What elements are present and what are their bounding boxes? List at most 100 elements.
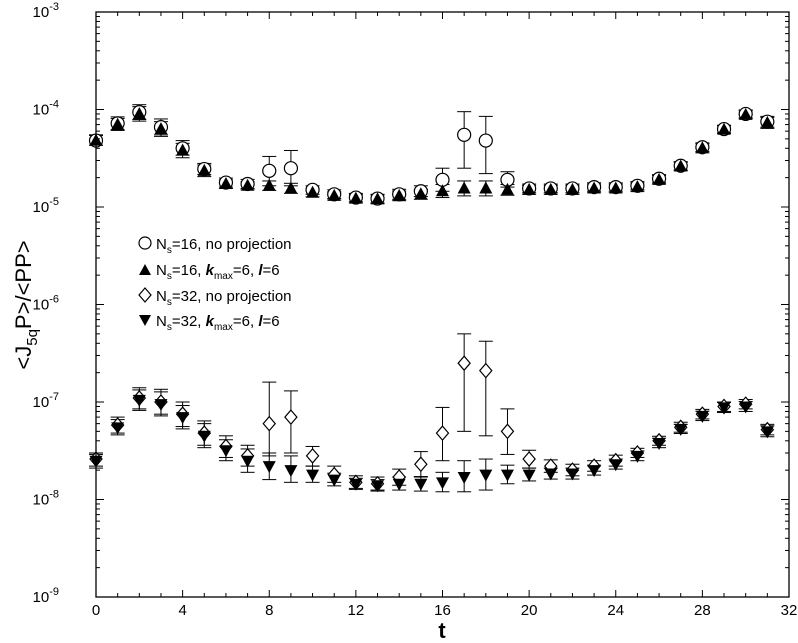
data-point-triangle-up <box>176 143 190 156</box>
data-point-triangle-up <box>500 182 514 195</box>
data-point-triangle-up <box>392 188 406 201</box>
data-point-triangle-down <box>241 455 255 468</box>
legend-entry-ns32-kmax6-l6: Ns=32, kmax=6, l=6 <box>139 313 280 333</box>
data-point-triangle-up <box>284 181 298 194</box>
data-point-triangle-down <box>717 402 731 415</box>
data-point-triangle-down <box>306 469 320 482</box>
legend-label: Ns=32, kmax=6, l=6 <box>156 313 280 333</box>
y-tick-label: 10-5 <box>33 196 59 216</box>
data-point-triangle-down <box>176 412 190 425</box>
y-tick-label: 10-4 <box>33 99 59 119</box>
x-tick-label: 24 <box>607 602 624 619</box>
data-point-triangle-down <box>695 410 709 423</box>
data-point-triangle-down <box>219 445 233 458</box>
data-point-triangle-down <box>630 450 644 463</box>
data-point-triangle-up <box>241 178 255 191</box>
data-point-triangle-up <box>197 163 211 176</box>
data-point-triangle-up <box>132 106 146 119</box>
data-point-triangle-down <box>522 469 536 482</box>
data-point-triangle-down <box>111 422 125 435</box>
data-point-triangle-up <box>674 159 688 172</box>
data-point-diamond <box>284 409 298 426</box>
data-point-triangle-down <box>609 459 623 472</box>
data-point-triangle-up <box>695 141 709 154</box>
x-tick-label: 32 <box>781 602 798 619</box>
data-point-triangle-down <box>457 472 471 485</box>
data-point-triangle-down <box>436 477 449 490</box>
tick-labels: 0 4 8 12 16 20 24 28 32 10-9 10-8 10-7 10-6 10-5 10-4 1… <box>33 1 798 619</box>
y-tick-label: 10-7 <box>33 391 59 411</box>
data-point-triangle-up <box>760 115 774 128</box>
data-point-triangle-down <box>652 437 666 450</box>
x-tick-label: 28 <box>694 602 711 619</box>
data-point-circle <box>262 163 277 178</box>
legend-marker-circle <box>138 236 152 250</box>
data-point-triangle-up <box>587 181 601 194</box>
y-tick-label: 10-8 <box>33 489 59 509</box>
data-point-triangle-up <box>522 182 536 195</box>
data-point-triangle-up <box>414 187 428 200</box>
data-point-triangle-down <box>197 430 211 443</box>
data-point-triangle-down <box>500 469 514 482</box>
data-point-circle <box>478 133 493 148</box>
data-point-diamond <box>500 423 515 440</box>
legend-label: Ns=16, no projection <box>156 236 292 256</box>
y-axis-title: <J5qP>/<PP> <box>11 240 41 369</box>
data-point-diamond <box>479 362 493 379</box>
legend-marker-triangle-down <box>139 315 151 326</box>
data-point-triangle-down <box>392 478 406 491</box>
data-point-triangle-up <box>306 185 320 198</box>
legend: Ns=16, no projection Ns=16, kmax=6, l=6 … <box>138 236 292 333</box>
data-point-triangle-up <box>544 182 558 195</box>
data-point-triangle-up <box>154 122 168 135</box>
data-point-triangle-up <box>219 177 233 190</box>
data-point-triangle-up <box>371 192 385 205</box>
data-point-triangle-down <box>132 394 146 407</box>
data-point-triangle-down <box>565 468 579 481</box>
data-point-triangle-up <box>609 181 623 194</box>
legend-label: Ns=16, kmax=6, l=6 <box>156 262 280 282</box>
x-tick-label: 20 <box>521 602 538 619</box>
data-point-triangle-down <box>284 465 298 478</box>
data-point-circle <box>283 161 299 176</box>
data-point-diamond <box>457 355 471 372</box>
data-point-triangle-up <box>479 181 493 194</box>
x-tick-label: 16 <box>434 602 451 619</box>
x-tick-label: 8 <box>265 602 273 619</box>
y-tick-label: 10-9 <box>33 586 59 606</box>
data-point-triangle-down <box>414 478 428 491</box>
data-point-diamond <box>435 425 450 442</box>
data-point-triangle-down <box>479 469 493 482</box>
legend-entry-ns16-kmax6-l6: Ns=16, kmax=6, l=6 <box>139 262 280 282</box>
x-tick-label: 0 <box>92 602 100 619</box>
x-tick-label: 4 <box>178 602 186 619</box>
data-point-diamond <box>522 451 536 467</box>
data-point-triangle-down <box>760 426 774 439</box>
data-point-triangle-down <box>674 423 688 436</box>
legend-marker-triangle-up <box>139 264 151 275</box>
data-point-diamond <box>262 415 277 432</box>
data-point-triangle-down <box>371 480 385 493</box>
y-tick-label: 10-6 <box>33 294 59 314</box>
data-point-diamond <box>414 456 428 473</box>
data-point-triangle-up <box>457 181 471 194</box>
y-tick-label: 10-3 <box>33 1 59 21</box>
x-axis-title: t <box>438 618 446 643</box>
legend-marker-diamond <box>138 287 152 303</box>
data-point-triangle-up <box>111 117 125 130</box>
data-point-triangle-up <box>436 184 449 197</box>
data-point-triangle-down <box>154 399 168 412</box>
x-tick-label: 12 <box>348 602 365 619</box>
data-point-triangle-up <box>717 122 731 135</box>
legend-entry-ns32-no-projection: Ns=32, no projection <box>138 287 292 308</box>
data-point-triangle-up <box>262 178 276 191</box>
data-point-triangle-down <box>349 478 363 491</box>
data-point-triangle-down <box>544 468 558 481</box>
data-point-triangle-up <box>349 191 363 204</box>
data-point-circle <box>457 127 472 142</box>
data-point-triangle-down <box>587 465 601 478</box>
data-point-triangle-down <box>262 461 276 474</box>
data-point-diamond <box>305 447 320 464</box>
data-point-triangle-down <box>327 474 341 487</box>
